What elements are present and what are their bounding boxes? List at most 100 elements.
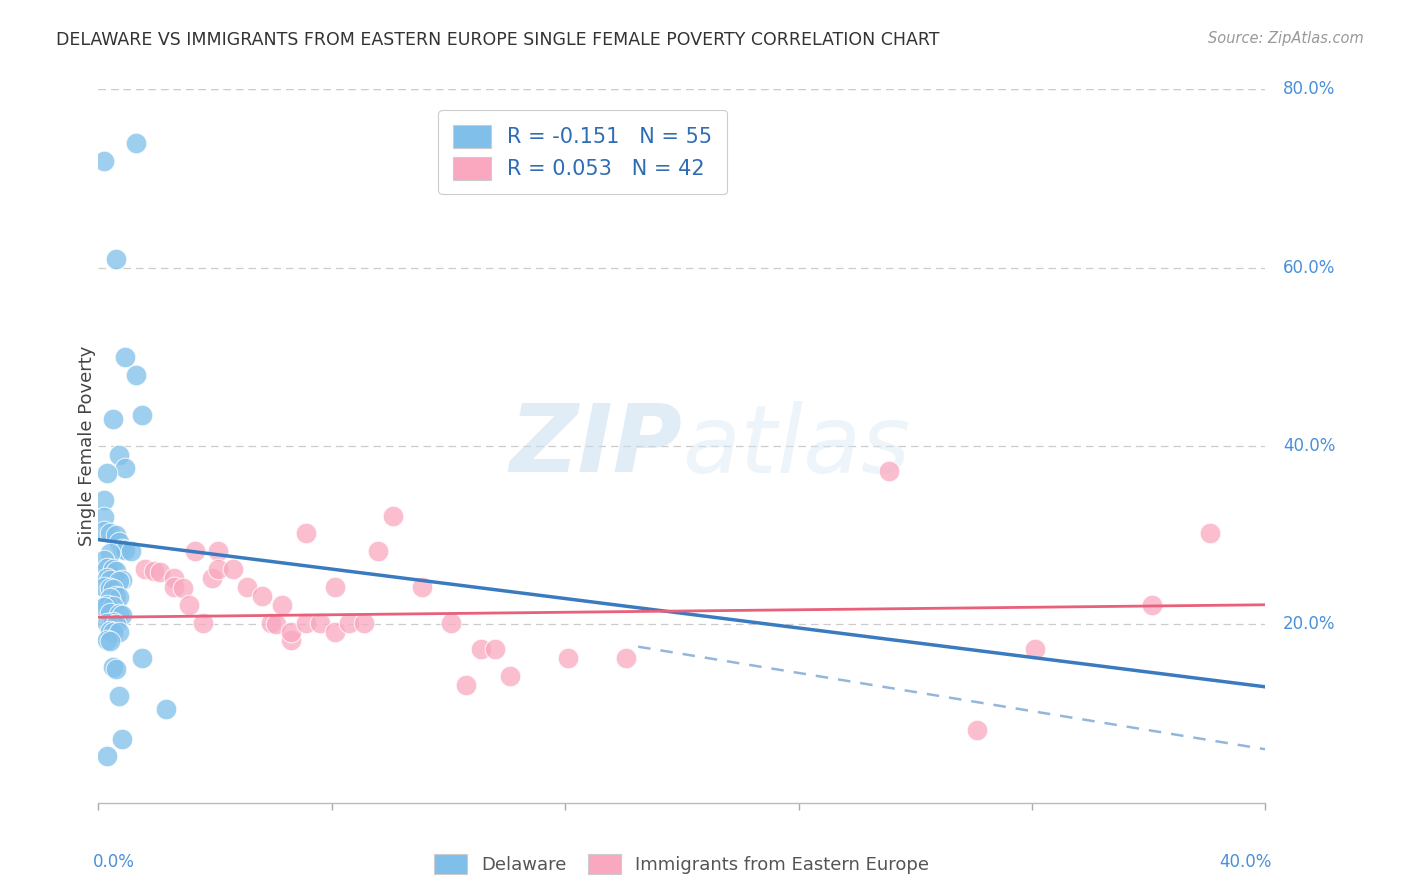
Point xyxy=(108,590,131,604)
Point xyxy=(266,616,288,631)
Point xyxy=(221,562,243,576)
Point xyxy=(108,625,131,640)
Point xyxy=(98,606,121,620)
Text: 20.0%: 20.0% xyxy=(1282,615,1336,633)
Point xyxy=(280,624,302,639)
Point xyxy=(96,598,118,612)
Point xyxy=(108,607,131,621)
Point xyxy=(207,544,229,558)
Point xyxy=(98,581,121,595)
Text: DELAWARE VS IMMIGRANTS FROM EASTERN EUROPE SINGLE FEMALE POVERTY CORRELATION CHA: DELAWARE VS IMMIGRANTS FROM EASTERN EURO… xyxy=(56,31,939,49)
Point xyxy=(114,350,136,364)
Point xyxy=(470,642,492,657)
Point xyxy=(98,573,121,587)
Point xyxy=(104,662,127,676)
Point xyxy=(440,615,463,630)
Point xyxy=(323,580,346,594)
Point xyxy=(93,153,115,168)
Point xyxy=(108,535,131,549)
Point xyxy=(98,634,121,648)
Point xyxy=(93,510,115,524)
Point xyxy=(309,615,332,630)
Point xyxy=(96,561,118,575)
Point xyxy=(557,651,579,665)
Point xyxy=(93,580,115,594)
Point xyxy=(108,448,131,462)
Point xyxy=(111,607,134,622)
Point xyxy=(98,591,121,605)
Legend: Delaware, Immigrants from Eastern Europe: Delaware, Immigrants from Eastern Europe xyxy=(426,845,938,883)
Point xyxy=(101,624,124,639)
Point xyxy=(125,136,148,150)
Point xyxy=(98,526,121,541)
Point xyxy=(114,461,136,475)
Point xyxy=(172,581,194,595)
Point xyxy=(484,642,506,657)
Point xyxy=(411,580,433,594)
Text: 0.0%: 0.0% xyxy=(93,853,135,871)
Point xyxy=(93,492,115,507)
Point xyxy=(207,562,229,576)
Point xyxy=(96,749,118,764)
Point xyxy=(134,562,156,576)
Point xyxy=(101,582,124,596)
Point xyxy=(96,633,118,648)
Point xyxy=(101,412,124,426)
Point xyxy=(114,543,136,558)
Point xyxy=(877,464,900,478)
Point xyxy=(382,508,405,523)
Point xyxy=(250,589,273,603)
Point xyxy=(353,615,375,630)
Point xyxy=(111,541,134,556)
Point xyxy=(104,564,127,578)
Point xyxy=(367,544,389,558)
Point xyxy=(966,723,988,737)
Point xyxy=(125,368,148,382)
Point xyxy=(111,573,134,587)
Y-axis label: Single Female Poverty: Single Female Poverty xyxy=(79,346,96,546)
Point xyxy=(93,599,115,614)
Point xyxy=(201,571,224,585)
Point xyxy=(163,571,186,585)
Point xyxy=(131,408,153,422)
Point xyxy=(108,574,131,588)
Point xyxy=(337,615,360,630)
Point xyxy=(1024,642,1046,657)
Text: 40.0%: 40.0% xyxy=(1219,853,1271,871)
Point xyxy=(108,689,131,703)
Point xyxy=(149,565,172,579)
Point xyxy=(177,598,200,612)
Text: 80.0%: 80.0% xyxy=(1282,80,1336,98)
Text: Source: ZipAtlas.com: Source: ZipAtlas.com xyxy=(1208,31,1364,46)
Point xyxy=(104,589,127,603)
Text: atlas: atlas xyxy=(682,401,910,491)
Point xyxy=(193,615,215,630)
Point xyxy=(131,651,153,665)
Point xyxy=(323,624,346,639)
Point xyxy=(120,544,142,558)
Point xyxy=(499,669,522,683)
Point xyxy=(98,624,121,638)
Point xyxy=(96,466,118,480)
Point xyxy=(1199,526,1222,541)
Point xyxy=(236,580,259,594)
Point xyxy=(101,615,124,629)
Point xyxy=(111,731,134,746)
Point xyxy=(101,562,124,576)
Point xyxy=(271,598,294,612)
Point xyxy=(163,580,186,594)
Text: 40.0%: 40.0% xyxy=(1282,437,1336,455)
Point xyxy=(93,524,115,538)
Point xyxy=(155,702,177,716)
Point xyxy=(280,633,302,648)
Point xyxy=(259,615,281,630)
Point xyxy=(294,615,316,630)
Point xyxy=(104,528,127,542)
Text: ZIP: ZIP xyxy=(509,400,682,492)
Point xyxy=(294,526,316,541)
Point xyxy=(101,599,124,613)
Point xyxy=(183,544,205,558)
Point xyxy=(96,615,118,630)
Point xyxy=(93,553,115,567)
Point xyxy=(454,678,477,692)
